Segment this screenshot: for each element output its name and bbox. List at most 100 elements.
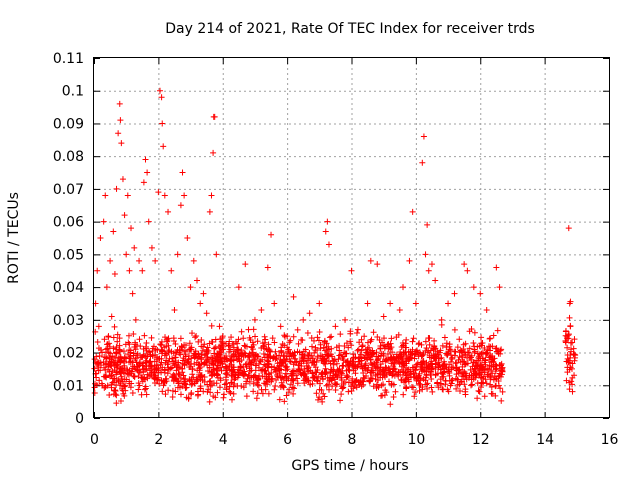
data-point: [91, 356, 98, 363]
data-point: [375, 377, 382, 384]
data-point: [210, 149, 217, 156]
data-point: [487, 373, 494, 380]
data-point: [390, 381, 397, 388]
data-point: [307, 367, 314, 374]
data-point: [185, 352, 192, 359]
data-point: [322, 228, 329, 235]
data-point: [290, 361, 297, 368]
data-point: [400, 284, 406, 291]
data-point: [203, 359, 210, 366]
data-point: [172, 354, 179, 361]
data-point: [158, 377, 165, 384]
data-point: [255, 382, 262, 389]
y-tick-label: 0.06: [53, 215, 84, 231]
data-point: [296, 366, 303, 373]
data-point: [353, 329, 360, 336]
data-point: [314, 377, 321, 384]
data-point: [214, 350, 221, 357]
data-point: [245, 352, 252, 359]
data-point: [168, 364, 175, 371]
data-point: [293, 358, 300, 365]
data-point: [320, 344, 327, 351]
data-point: [415, 341, 422, 348]
data-point: [403, 372, 410, 379]
data-point: [197, 300, 204, 307]
data-point: [91, 365, 98, 372]
data-point: [461, 359, 468, 366]
data-point: [204, 355, 211, 362]
data-point: [369, 361, 376, 368]
data-point: [174, 377, 181, 384]
data-point: [102, 192, 109, 199]
data-point: [328, 333, 335, 340]
data-point: [379, 374, 386, 381]
data-point: [289, 384, 296, 391]
data-point: [198, 355, 205, 362]
data-point: [489, 370, 496, 377]
data-point: [165, 358, 172, 365]
data-point: [162, 376, 169, 383]
data-point: [208, 192, 215, 199]
data-point: [265, 345, 272, 352]
data-point: [438, 316, 445, 323]
data-point: [476, 351, 483, 358]
data-point: [165, 387, 172, 394]
data-point: [159, 388, 166, 395]
data-point: [430, 346, 437, 353]
data-point: [454, 382, 461, 389]
data-point: [158, 355, 165, 362]
data-point: [137, 369, 144, 376]
data-point: [274, 360, 281, 367]
data-point: [100, 218, 107, 225]
data-point: [300, 316, 307, 323]
data-point: [448, 356, 455, 363]
data-point: [351, 363, 358, 370]
data-point: [462, 388, 469, 395]
data-point: [265, 364, 272, 371]
data-point: [189, 330, 196, 337]
data-point: [566, 300, 573, 307]
y-tick-label: 0.1: [62, 84, 84, 100]
data-point: [206, 378, 213, 385]
data-point: [260, 350, 267, 357]
x-tick-label: 16: [601, 432, 619, 448]
data-point: [161, 367, 168, 374]
data-point: [228, 356, 235, 363]
data-point: [239, 351, 246, 358]
data-point: [378, 392, 384, 399]
data-point: [215, 356, 222, 363]
data-point: [413, 363, 420, 370]
data-point: [441, 368, 448, 375]
data-point: [493, 375, 500, 382]
data-point: [264, 381, 271, 388]
data-point: [186, 340, 193, 347]
data-point: [317, 341, 324, 348]
data-point: [412, 389, 419, 396]
data-point: [134, 350, 141, 357]
data-point: [328, 366, 335, 373]
data-point: [374, 381, 381, 388]
data-point: [259, 373, 266, 380]
data-point: [410, 373, 417, 380]
data-point: [303, 360, 310, 367]
data-point: [400, 391, 407, 398]
data-point: [136, 257, 143, 264]
data-point: [410, 335, 417, 342]
data-point: [271, 386, 278, 393]
data-point: [226, 343, 233, 349]
data-point: [441, 334, 448, 341]
data-point: [253, 395, 260, 402]
data-point: [325, 352, 332, 359]
data-point: [174, 251, 181, 258]
data-point: [93, 381, 100, 388]
data-point: [459, 363, 466, 370]
data-point: [350, 355, 357, 362]
data-point: [176, 384, 183, 391]
data-point: [425, 348, 432, 355]
data-point: [255, 375, 262, 382]
data-point: [440, 386, 447, 393]
data-point: [368, 336, 375, 343]
data-point: [358, 336, 365, 343]
data-point: [281, 398, 288, 405]
data-point: [113, 350, 120, 357]
